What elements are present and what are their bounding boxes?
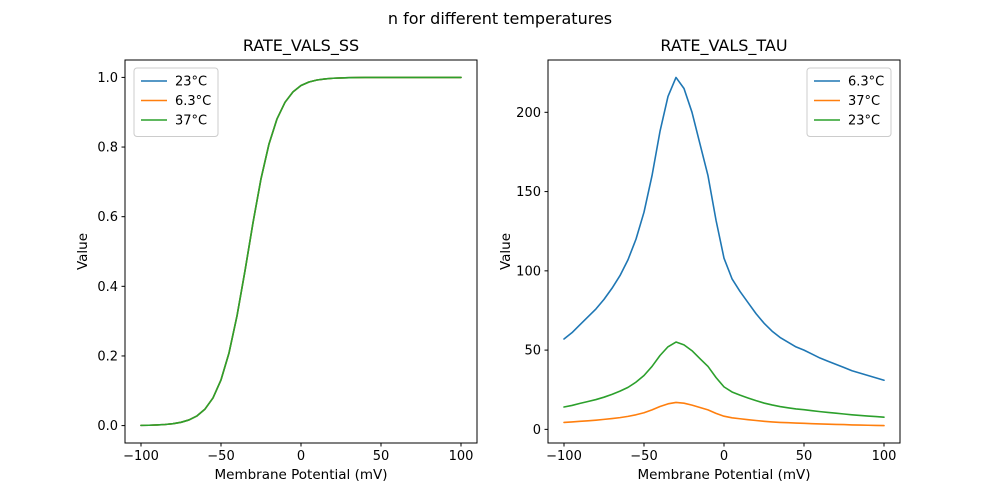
y-tick-label: 0.6 (97, 210, 118, 225)
y-tick-label: 150 (516, 185, 541, 200)
legend-label: 23°C (175, 75, 207, 90)
x-axis-label: Membrane Potential (mV) (637, 467, 810, 483)
y-tick-label: 1.0 (97, 71, 118, 86)
legend-label: 23°C (848, 114, 880, 129)
x-tick-label: −50 (207, 449, 234, 464)
x-tick-label: 0 (297, 449, 305, 464)
chart-title: RATE_VALS_SS (243, 36, 359, 56)
legend: 23°C 6.3°C 37°C (133, 67, 219, 137)
y-tick-label: 100 (516, 264, 541, 279)
y-tick-label: 0.0 (97, 419, 118, 434)
legend: 6.3°C 37°C 23°C (806, 67, 892, 137)
legend-label: 37°C (848, 94, 880, 109)
x-tick-label: 50 (796, 449, 813, 464)
y-tick-label: 0.4 (97, 280, 118, 295)
chart-title: RATE_VALS_TAU (660, 36, 787, 56)
series-line-6.3°C (563, 76, 885, 382)
x-axis-label: Membrane Potential (mV) (214, 467, 387, 483)
x-tick-label: 100 (449, 449, 474, 464)
x-tick-label: −100 (546, 449, 582, 464)
legend-label: 37°C (175, 114, 207, 129)
axes-right: −100 −50 0 50 100 0 50 100 150 200 RATE_VALS_TAU Me… (498, 36, 901, 483)
x-tick-label: −50 (630, 449, 657, 464)
x-tick-label: 100 (872, 449, 897, 464)
y-axis-label: Value (75, 233, 91, 270)
series-line-37°C (563, 401, 885, 427)
y-tick-label: 50 (524, 344, 541, 359)
x-tick-label: −100 (123, 449, 159, 464)
x-tick-label: 50 (373, 449, 390, 464)
axes-left: −100 −50 0 50 100 0.0 0.2 0.4 0.6 0.8 1.0 RATE_VALS… (75, 36, 478, 483)
series-line-37°C (140, 76, 462, 427)
y-axis-label: Value (498, 233, 514, 270)
legend-label: 6.3°C (175, 94, 211, 109)
y-tick-label: 0.8 (97, 141, 118, 156)
y-tick-label: 0 (533, 423, 541, 438)
series-line-23°C (563, 341, 885, 418)
y-tick-label: 0.2 (97, 349, 118, 364)
y-tick-label: 200 (516, 106, 541, 121)
legend-label: 6.3°C (848, 75, 884, 90)
figure-suptitle: n for different temperatures (387, 9, 613, 28)
x-tick-label: 0 (720, 449, 728, 464)
